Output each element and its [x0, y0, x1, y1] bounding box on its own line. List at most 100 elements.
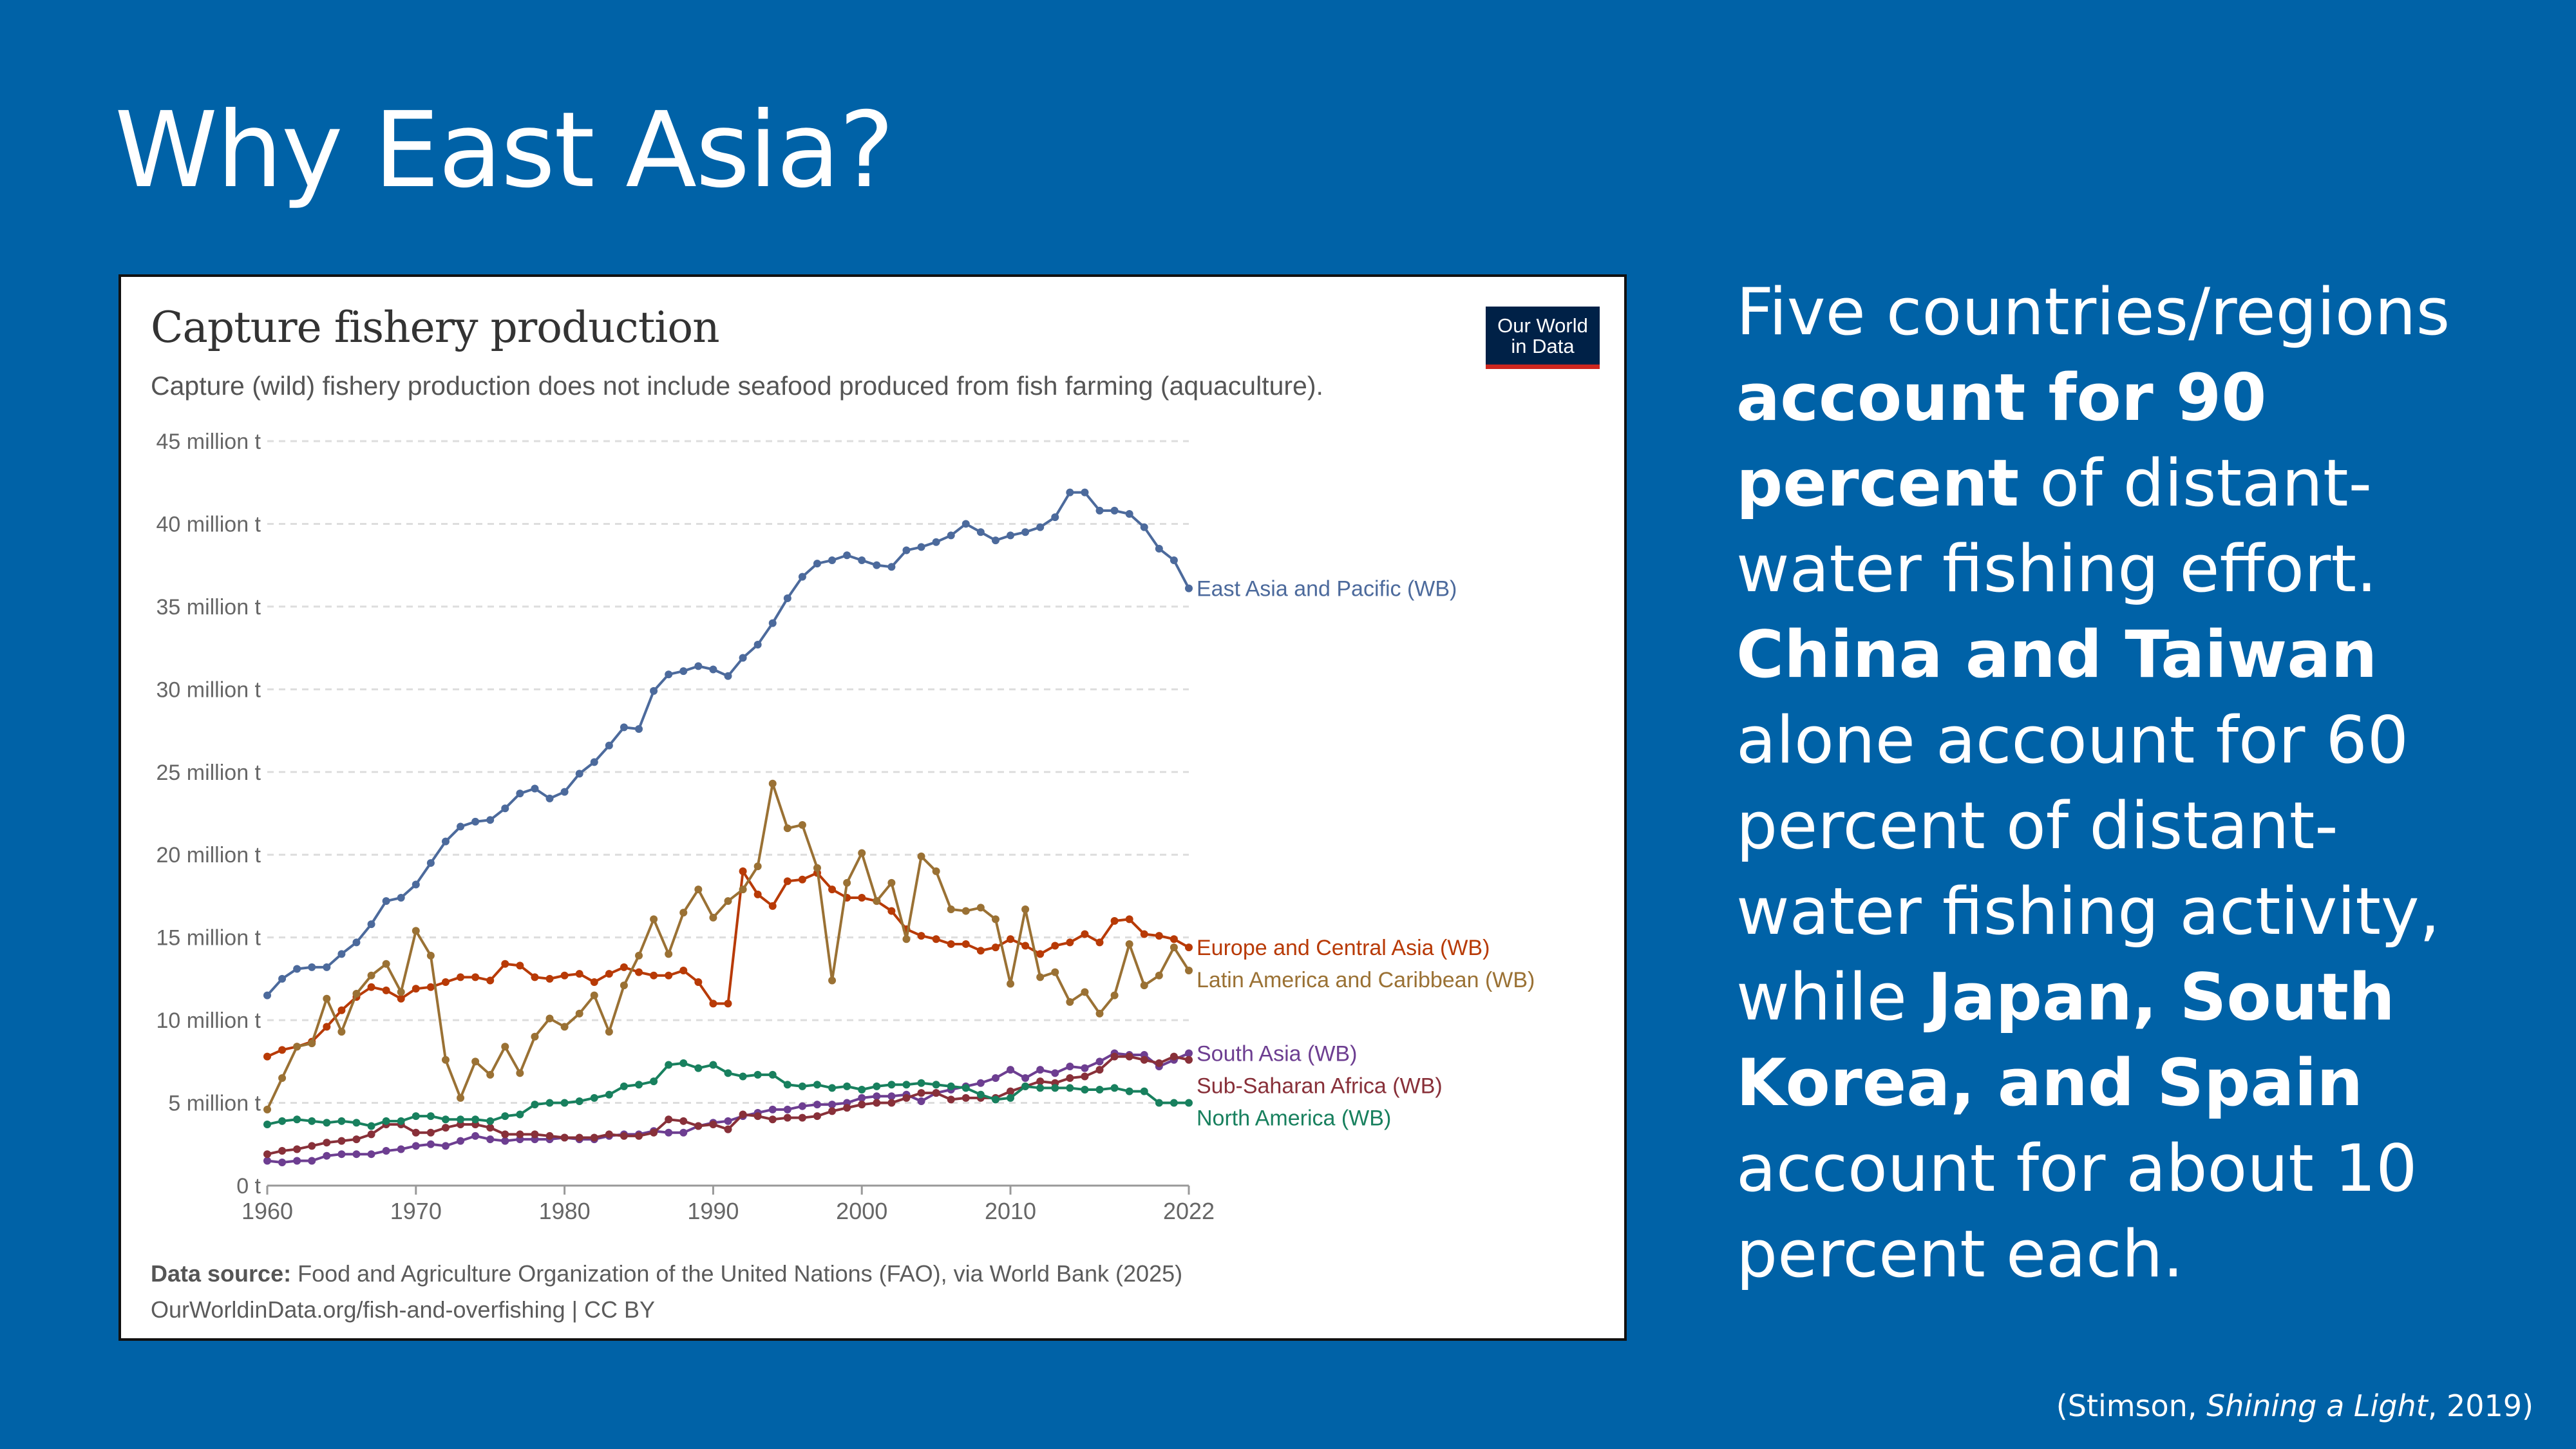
- data-point: [1021, 528, 1030, 536]
- data-point: [352, 1135, 361, 1144]
- data-point: [991, 1095, 999, 1104]
- data-point: [739, 867, 747, 875]
- data-point: [605, 741, 613, 750]
- x-tick-label: 2010: [985, 1198, 1036, 1224]
- data-point: [887, 907, 896, 915]
- data-point: [724, 999, 732, 1008]
- data-point: [917, 543, 925, 551]
- data-point: [545, 974, 554, 983]
- data-point: [1066, 488, 1074, 497]
- source-url[interactable]: OurWorldinData.org/fish-and-overfishing …: [151, 1296, 655, 1323]
- data-point: [976, 1079, 985, 1087]
- data-point: [828, 886, 837, 894]
- side-text: Five countries/regions account for 90 pe…: [1736, 269, 2509, 1297]
- data-point: [1125, 1052, 1133, 1061]
- data-point: [917, 1079, 925, 1087]
- owid-logo[interactable]: Our World in Data: [1486, 307, 1600, 369]
- data-point: [650, 971, 658, 980]
- data-point: [783, 594, 791, 603]
- data-point: [768, 1070, 777, 1079]
- data-point: [1066, 1074, 1074, 1083]
- data-point: [798, 875, 806, 884]
- data-point: [783, 1105, 791, 1113]
- data-point: [337, 950, 346, 958]
- chart-card: Capture fishery production Capture (wild…: [118, 274, 1627, 1341]
- data-point: [560, 788, 569, 796]
- data-point: [605, 1028, 613, 1036]
- data-point: [635, 968, 643, 976]
- series-label: South Asia (WB): [1197, 1041, 1357, 1066]
- data-point: [382, 986, 390, 994]
- data-point: [976, 947, 985, 955]
- data-point: [367, 920, 375, 929]
- data-point: [1095, 1009, 1104, 1018]
- series-label: Europe and Central Asia (WB): [1197, 936, 1490, 960]
- side-text-segment: of distant-water fishing effort.: [1736, 445, 2378, 607]
- data-point: [560, 1023, 569, 1031]
- data-point: [858, 1086, 866, 1094]
- data-point: [486, 1070, 495, 1079]
- data-point: [694, 662, 703, 670]
- data-point: [1007, 531, 1015, 540]
- data-point: [531, 1130, 539, 1139]
- data-point: [278, 1159, 287, 1167]
- side-text-segment: Five countries/regions: [1736, 274, 2450, 350]
- data-point: [308, 1142, 316, 1150]
- chart-title: Capture fishery production: [151, 303, 720, 352]
- data-point: [1185, 943, 1193, 952]
- data-point: [828, 1084, 837, 1092]
- data-point: [516, 1069, 524, 1077]
- data-point: [1081, 488, 1089, 497]
- data-point: [932, 1081, 940, 1089]
- data-point: [278, 1117, 287, 1125]
- data-point: [843, 551, 851, 560]
- data-point: [887, 1092, 896, 1101]
- slide-title: Why East Asia?: [115, 90, 895, 211]
- data-point: [1051, 968, 1059, 976]
- data-point: [1125, 915, 1133, 923]
- data-point: [1051, 513, 1059, 522]
- data-point: [457, 1137, 465, 1145]
- data-point: [1036, 973, 1045, 981]
- data-point: [426, 983, 435, 991]
- data-point: [412, 927, 420, 935]
- data-point: [620, 963, 628, 971]
- data-point: [798, 820, 806, 829]
- data-point: [293, 1145, 301, 1153]
- data-point: [1066, 1063, 1074, 1071]
- x-tick-label: 1970: [390, 1198, 442, 1224]
- data-point: [991, 1074, 999, 1083]
- data-point: [457, 822, 465, 831]
- data-point: [471, 817, 480, 826]
- data-point: [590, 758, 598, 766]
- data-point: [471, 1057, 480, 1066]
- chart-subtitle: Capture (wild) fishery production does n…: [151, 371, 1323, 401]
- data-point: [441, 978, 450, 987]
- data-point: [753, 862, 762, 871]
- data-point: [531, 973, 539, 981]
- data-point: [887, 878, 896, 887]
- data-point: [873, 561, 881, 569]
- data-point: [397, 1117, 405, 1125]
- side-text-segment: China and Taiwan: [1736, 616, 2378, 692]
- y-tick-label: 20 million t: [156, 843, 261, 867]
- data-point: [902, 1094, 911, 1102]
- data-point: [665, 1115, 673, 1124]
- data-point: [486, 976, 495, 985]
- data-point: [858, 1094, 866, 1102]
- data-point: [768, 619, 777, 627]
- data-point: [516, 790, 524, 798]
- data-point: [457, 1094, 465, 1102]
- data-point: [441, 837, 450, 846]
- data-point: [858, 849, 866, 857]
- data-point: [590, 1094, 598, 1102]
- data-point: [516, 1110, 524, 1119]
- data-point: [1051, 1084, 1059, 1092]
- data-point: [902, 546, 911, 554]
- series-latin-america-and-caribbean-wb-: [263, 779, 1193, 1113]
- data-point: [516, 961, 524, 970]
- data-point: [486, 1117, 495, 1125]
- data-point: [471, 1132, 480, 1140]
- data-point: [858, 1101, 866, 1109]
- data-point: [1185, 1049, 1193, 1057]
